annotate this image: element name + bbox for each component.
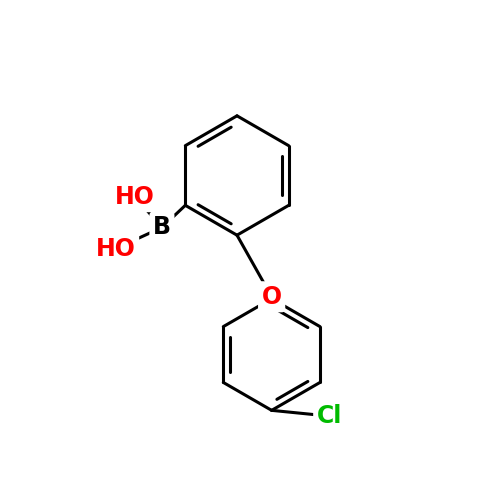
Text: B: B — [153, 216, 171, 240]
Text: O: O — [262, 285, 281, 309]
Text: Cl: Cl — [316, 404, 342, 428]
Text: HO: HO — [96, 236, 136, 260]
Text: HO: HO — [115, 184, 155, 208]
